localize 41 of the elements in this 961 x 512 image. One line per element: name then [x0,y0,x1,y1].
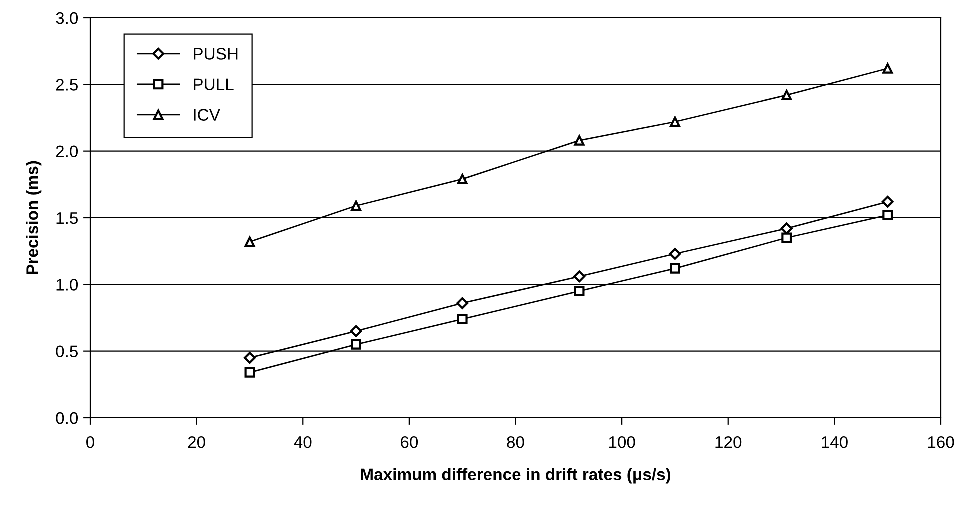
point [244,236,256,248]
point [882,210,894,221]
point [350,325,362,338]
point [457,314,468,325]
point [457,174,468,185]
x-tick-label: 40 [294,436,312,448]
point [456,297,469,310]
x-tick-label: 60 [401,436,418,448]
legend-label: PULL [194,78,234,90]
point [670,263,680,274]
point [244,352,256,364]
x-tick-label: 140 [822,436,848,448]
point [782,232,792,244]
x-tick-label: 120 [716,436,742,448]
y-axis-title: Precision (ms) [26,161,42,274]
point [882,196,894,208]
x-tick-label: 160 [928,436,954,448]
y-tick-label: 2.5 [56,79,78,91]
y-tick-label: 1.5 [56,212,78,224]
x-axis-title: Maximum difference in drift rates (μs/s) [361,468,671,484]
y-tick-label: 0.5 [56,346,78,358]
point [574,286,585,297]
x-tick-label: 80 [507,436,524,448]
point [882,63,894,74]
point [244,367,256,378]
y-tick-label: 1.0 [56,279,78,291]
point [351,339,362,350]
x-tick-label: 0 [86,436,94,448]
y-tick-label: 2.0 [56,146,78,158]
point [669,248,682,260]
x-tick-label: 20 [188,436,206,448]
point [351,200,362,212]
legend-label: ICV [194,109,220,121]
y-tick-label: 3.0 [56,12,78,24]
point [782,90,792,101]
point [574,270,586,283]
point [670,116,680,128]
x-tick-label: 100 [609,436,636,448]
legend-label: PUSH [194,48,238,60]
point [574,135,585,146]
y-tick-label: 0.0 [56,412,78,424]
